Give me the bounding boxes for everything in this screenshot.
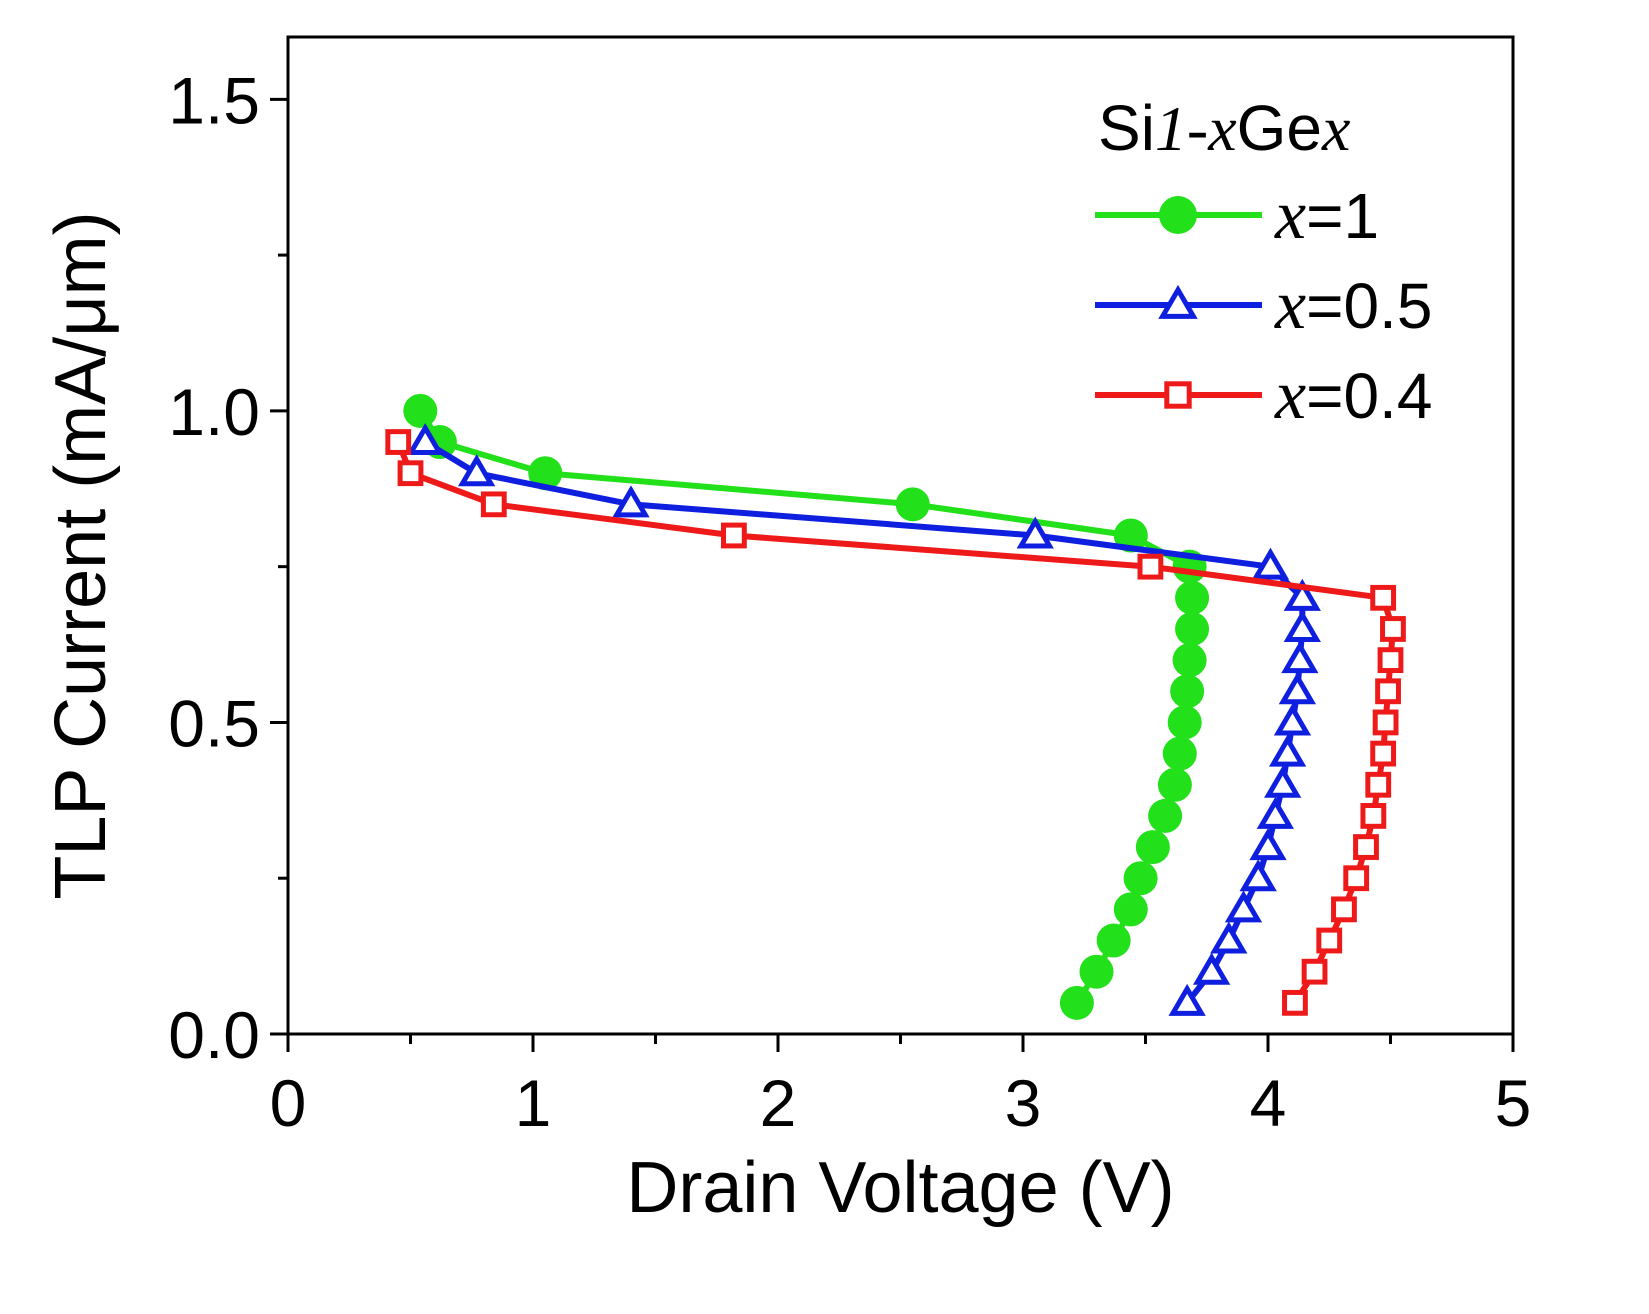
data-point [1096, 923, 1131, 958]
data-point [1360, 803, 1387, 829]
legend-entries: x=1x=0.5x=0.4 [1095, 177, 1432, 434]
series-x=1 [403, 393, 1210, 1020]
data-point [1157, 767, 1192, 802]
data-point [528, 456, 563, 491]
data-point [721, 522, 747, 549]
data-point [1113, 892, 1148, 927]
x-tick-label: 3 [1005, 1066, 1042, 1140]
data-point [1282, 989, 1308, 1016]
data-point [1079, 954, 1114, 989]
legend-marker [1164, 381, 1192, 409]
data-point [1113, 518, 1148, 553]
legend-title-x2: x [1321, 93, 1350, 164]
data-point [1268, 734, 1307, 767]
data-point [1210, 921, 1248, 954]
data-point [1278, 672, 1317, 705]
data-point [1016, 516, 1054, 549]
legend-marker [1158, 284, 1198, 319]
data-point [1123, 861, 1158, 896]
data-point [1283, 578, 1321, 611]
legend-label: x=0.5 [1274, 267, 1432, 344]
data-point [1301, 958, 1328, 985]
data-point [1365, 771, 1392, 798]
data-point [1353, 834, 1379, 860]
y-axis-title: TLP Current (mA/μm) [41, 211, 121, 899]
legend-entry: x=0.5 [1095, 267, 1432, 344]
x-tick-label: 2 [760, 1066, 797, 1140]
legend-title-x1: x [1207, 93, 1236, 164]
data-point [397, 460, 424, 487]
data-point [1249, 828, 1287, 861]
legend-label: x=1 [1274, 177, 1379, 254]
data-point [1239, 859, 1277, 892]
data-point [1172, 643, 1207, 678]
data-point [1380, 616, 1406, 642]
data-point [1264, 765, 1302, 798]
data-point [1273, 703, 1312, 736]
data-point [1375, 678, 1401, 705]
axis-ticks [270, 97, 1515, 1052]
series-x=0.5 [406, 423, 1321, 1016]
y-tick-label: 0.5 [168, 686, 260, 760]
y-tick-label: 1.0 [168, 375, 260, 449]
data-point [1281, 641, 1319, 674]
data-point [895, 487, 930, 522]
data-point [1162, 736, 1197, 771]
legend-label-value: =0.5 [1306, 270, 1432, 342]
data-point [1316, 927, 1343, 954]
data-point [403, 393, 438, 428]
data-point [385, 429, 412, 455]
legend-label-value: =0.4 [1306, 360, 1432, 432]
data-point [1175, 611, 1210, 646]
series-x=0.4 [385, 429, 1406, 1016]
legend-label-var: x [1274, 177, 1306, 254]
y-tick-label: 0.0 [168, 998, 260, 1072]
data-point [1224, 890, 1263, 923]
x-tick-label: 5 [1495, 1066, 1532, 1140]
data-point [1370, 584, 1397, 611]
legend-label: x=0.4 [1274, 357, 1432, 434]
data-point [458, 454, 496, 487]
data-point [1256, 796, 1294, 829]
data-point [1170, 674, 1205, 709]
data-point [406, 423, 444, 456]
x-axis-title: Drain Voltage (V) [626, 1148, 1174, 1228]
data-point [1175, 580, 1210, 615]
legend-title-si: Si [1098, 92, 1155, 164]
data-point [1135, 830, 1170, 865]
data-point [612, 485, 650, 518]
legend-entry: x=0.4 [1095, 357, 1432, 434]
x-tick-label: 0 [270, 1066, 307, 1140]
legend-label-var: x [1274, 357, 1306, 434]
legend-label-var: x [1274, 267, 1306, 344]
legend-label-value: =1 [1306, 180, 1379, 252]
data-point [480, 491, 507, 518]
data-point [1372, 709, 1399, 736]
data-point [1343, 865, 1370, 892]
data-point [1137, 553, 1164, 580]
legend-title: Si1-xGex [1098, 92, 1350, 164]
data-point [1377, 647, 1404, 674]
data-point [1331, 896, 1357, 923]
data-point [1251, 547, 1290, 580]
legend-marker [1159, 196, 1197, 234]
axis-tick-labels: 0 1 2 3 4 5 0.0 0.5 1.0 1.5 [168, 63, 1531, 1140]
legend: Si1-xGex x=1x=0.5x=0.4 [1095, 92, 1432, 434]
data-point [1283, 609, 1321, 642]
data-point [1059, 985, 1094, 1020]
data-point [1370, 740, 1397, 767]
legend-title-sub: 1- [1155, 93, 1208, 164]
x-tick-label: 4 [1250, 1066, 1287, 1140]
x-tick-label: 1 [515, 1066, 552, 1140]
data-point [1193, 952, 1231, 985]
data-point [1167, 705, 1202, 740]
data-point [1168, 983, 1206, 1016]
y-tick-label: 1.5 [168, 63, 260, 137]
data-point [1148, 798, 1183, 833]
plot-area [385, 393, 1406, 1020]
legend-title-ge: Ge [1237, 92, 1322, 164]
series-line [417, 409, 1195, 1005]
legend-entry: x=1 [1095, 177, 1379, 254]
